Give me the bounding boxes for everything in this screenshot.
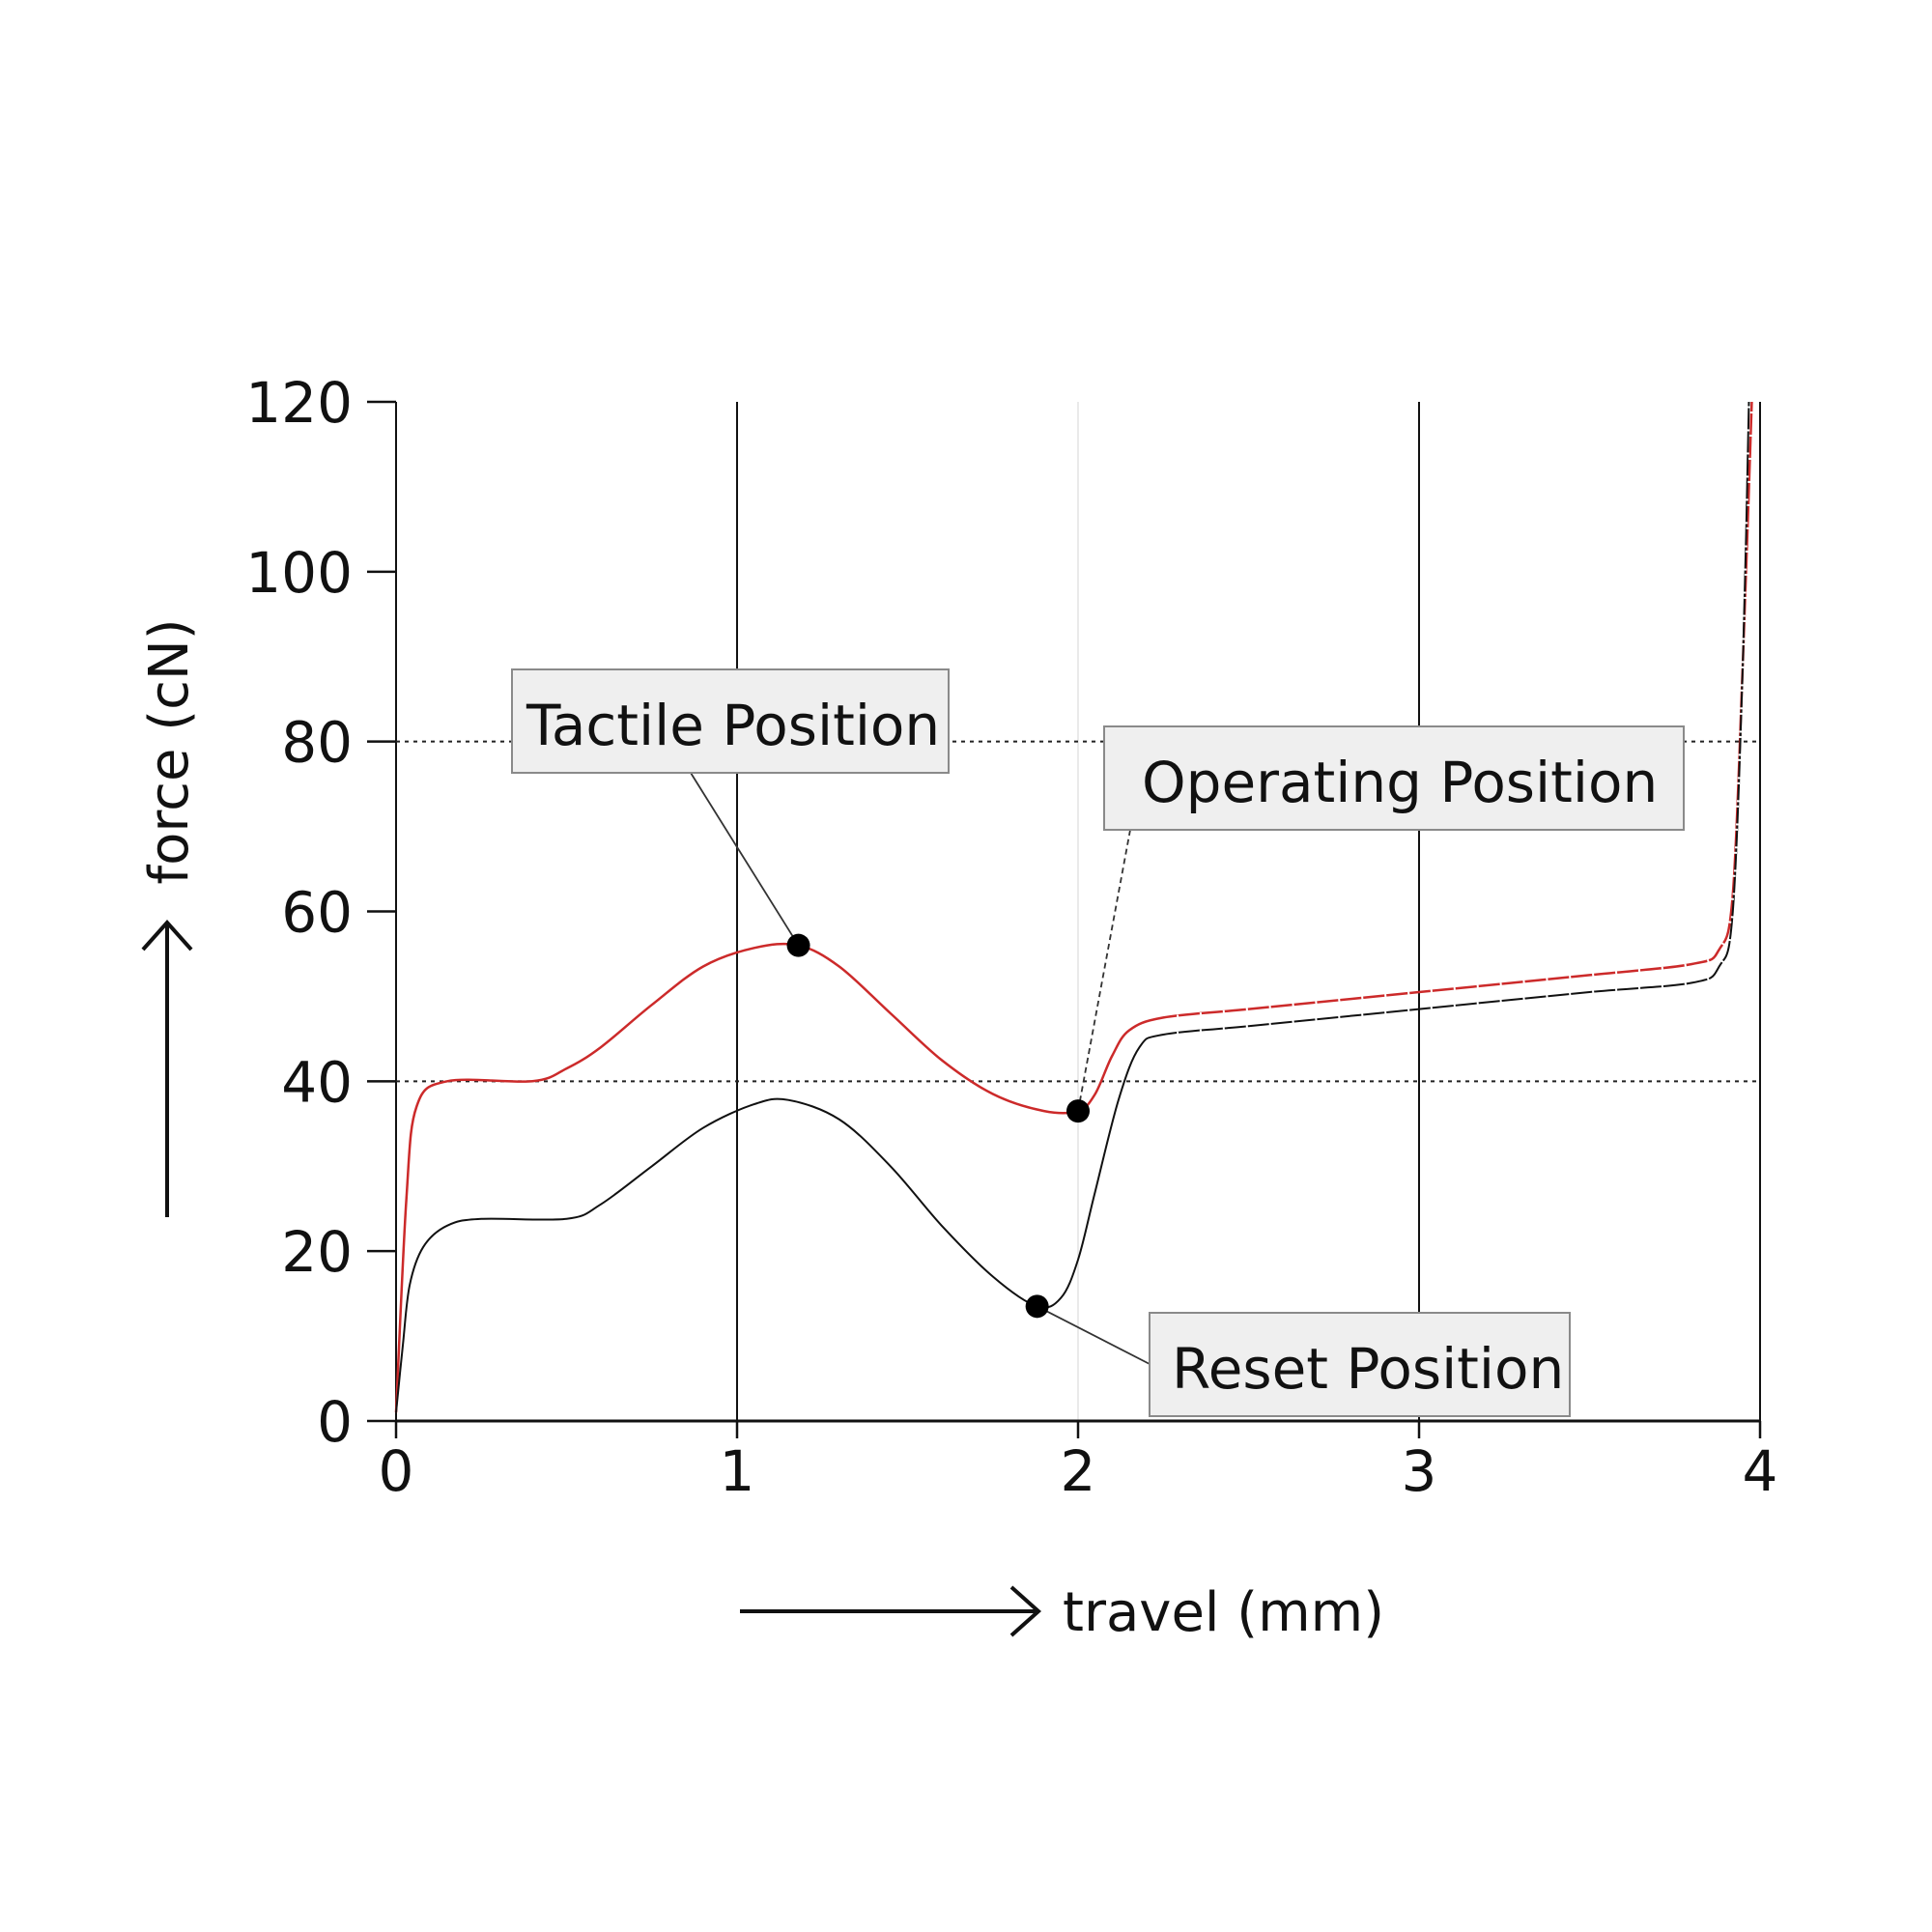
y-tick-label: 80 bbox=[281, 710, 353, 776]
callout-box bbox=[511, 668, 950, 774]
callout-leader-line bbox=[690, 772, 800, 947]
callout-leader-line bbox=[1077, 829, 1131, 1112]
y-axis-label-group: force (cN) bbox=[138, 618, 201, 1217]
callout-point-marker bbox=[786, 933, 810, 957]
series-line-release bbox=[395, 402, 1750, 1413]
callout-label: Operating Position bbox=[1142, 750, 1658, 815]
callouts: Tactile Position Operating Position Reset … bbox=[511, 668, 1685, 1417]
callout-label: Reset Position bbox=[1172, 1336, 1564, 1402]
x-axis-label: travel (mm) bbox=[1063, 1581, 1384, 1644]
x-axis-arrow-head bbox=[1009, 1585, 1042, 1637]
y-axis-arrow-head bbox=[141, 919, 193, 952]
y-tick-label: 20 bbox=[281, 1219, 353, 1285]
y-tick-label: 0 bbox=[317, 1389, 353, 1455]
y-tick-label: 40 bbox=[281, 1049, 353, 1115]
series-lines bbox=[394, 402, 1753, 1413]
x-tick-label: 4 bbox=[1743, 1438, 1778, 1504]
axes bbox=[367, 400, 1762, 1438]
callout-point-marker bbox=[1066, 1099, 1090, 1123]
callout-leaders bbox=[690, 772, 1151, 1365]
y-tick-label: 120 bbox=[245, 370, 353, 436]
y-tick-label: 100 bbox=[245, 540, 353, 606]
x-tick-label: 2 bbox=[1061, 1438, 1096, 1504]
series-line-actuation bbox=[394, 402, 1753, 1413]
y-tick-label: 60 bbox=[281, 880, 353, 946]
callout-leader-line bbox=[1037, 1305, 1151, 1365]
series-dash-overlay bbox=[1163, 402, 1750, 1037]
callout-box bbox=[1103, 725, 1685, 831]
x-tick-label: 0 bbox=[379, 1438, 414, 1504]
callout-point-marker bbox=[1025, 1294, 1049, 1319]
gridlines bbox=[395, 402, 1761, 1421]
callout-label: Tactile Position bbox=[526, 693, 940, 758]
series-dash-overlay bbox=[1163, 402, 1753, 1019]
x-tick-label: 1 bbox=[720, 1438, 755, 1504]
callout-markers bbox=[786, 933, 1090, 1319]
x-tick-label: 3 bbox=[1402, 1438, 1437, 1504]
x-axis-label-group: travel (mm) bbox=[740, 1581, 1384, 1644]
callout-box bbox=[1149, 1312, 1571, 1417]
y-axis-label: force (cN) bbox=[138, 618, 201, 884]
